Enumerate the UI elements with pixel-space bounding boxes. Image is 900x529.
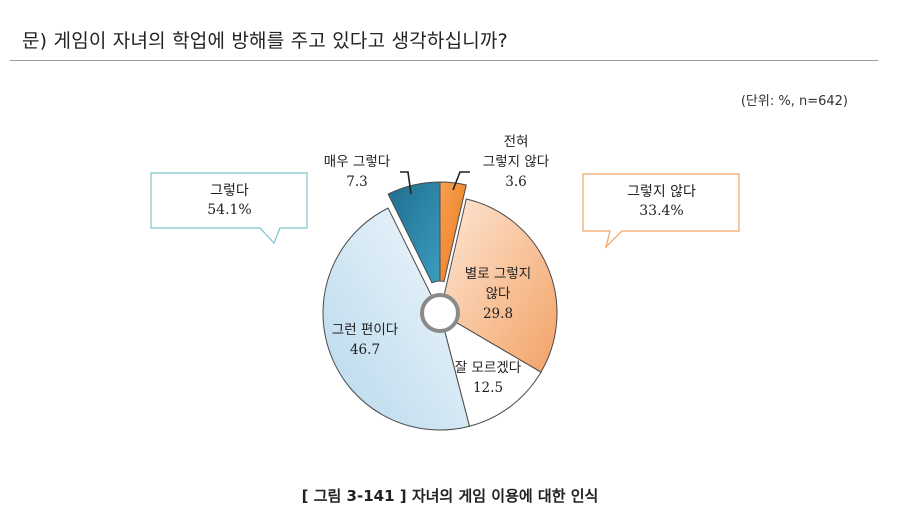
callout-negative-box	[582, 173, 740, 249]
callout-positive-value: 54.1%	[207, 202, 252, 218]
pie-chart: 전혀 그렇지 않다 3.6 별로 그렇지 않다 29.8 잘 모르겠다 12.5 그런 편이다 4…	[322, 134, 558, 431]
unit-note: (단위: %, n=642)	[740, 94, 848, 109]
callout-positive-label: 그렇다	[210, 183, 249, 199]
leader-very-yes	[400, 171, 412, 195]
label-not-at-all: 전혀 그렇지 않다 3.6	[483, 134, 550, 190]
callout-negative-label: 그렇지 않다	[627, 184, 696, 200]
callout-positive-box	[150, 172, 308, 245]
label-somewhat-yes: 그런 편이다 46.7	[332, 322, 399, 358]
question-title: 문) 게임이 자녀의 학업에 방해를 주고 있다고 생각하십니까?	[22, 30, 508, 52]
donut-hole	[420, 293, 460, 333]
callout-negative-value: 33.4%	[639, 203, 684, 219]
callout-positive: 그렇다 54.1%	[152, 182, 307, 220]
figure-caption: [ 그림 3-141 ] 자녀의 게임 이용에 대한 인식	[301, 487, 599, 505]
slice-very-yes	[387, 181, 441, 284]
label-very-yes: 매우 그렇다 7.3	[324, 154, 391, 190]
divider	[10, 60, 878, 61]
label-dont-know: 잘 모르겠다 12.5	[455, 360, 522, 396]
leader-not-at-all	[452, 171, 470, 191]
callout-negative: 그렇지 않다 33.4%	[584, 183, 739, 221]
label-not-really: 별로 그렇지 않다 29.8	[465, 266, 531, 322]
